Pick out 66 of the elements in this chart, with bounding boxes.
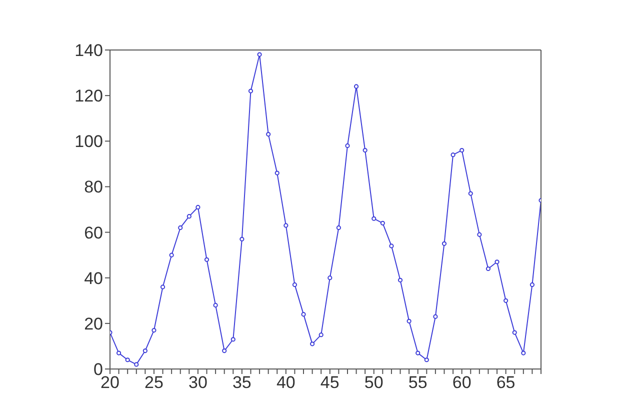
point [240,236,244,242]
point [354,84,359,89]
y-tick-label: 40 [84,268,103,288]
point [442,241,447,246]
point [196,204,200,210]
point [362,148,368,153]
point [266,132,271,137]
point [248,88,254,94]
point [213,302,218,308]
point [160,284,166,290]
point [433,314,438,319]
point [530,282,535,287]
point [169,252,174,258]
y-tick-label: 100 [74,132,103,152]
point [521,350,526,356]
point [372,216,376,221]
point [389,244,394,248]
point [142,348,148,354]
point [460,148,464,153]
point [257,52,262,57]
x-tick-label: 30 [188,373,208,392]
y-tick-label: 0 [94,360,103,380]
point [152,328,156,333]
point [406,318,412,324]
point [274,170,280,176]
x-tick-label: 65 [496,373,516,392]
x-tick-label: 20 [100,373,120,392]
x-tick-label: 45 [320,373,340,392]
x-tick-label: 40 [276,373,296,392]
point [222,348,227,354]
point [424,358,429,362]
y-tick-label: 60 [84,223,103,242]
point [468,191,473,196]
point [494,260,500,264]
point [380,220,385,226]
point [477,232,482,237]
point [204,257,210,262]
point [284,223,288,228]
point [504,298,508,303]
y-tick-label: 120 [74,86,103,106]
point [328,276,332,280]
x-tick-label: 50 [364,373,384,392]
x-tick-label: 55 [408,373,428,392]
point [178,225,183,230]
point [450,152,456,158]
point [134,362,139,367]
point [398,278,403,282]
point [230,337,236,342]
point [486,266,491,272]
x-tick-label: 60 [452,373,472,392]
y-tick-label: 140 [74,41,103,60]
point [186,214,192,219]
y-tick-label: 20 [84,314,103,334]
point [125,358,130,362]
point [116,350,122,356]
point [345,143,350,148]
x-tick-label: 35 [232,373,252,392]
point [512,330,517,335]
point [301,312,306,317]
point [318,332,324,338]
point [310,342,315,346]
point [336,225,341,230]
point [416,350,420,356]
x-tick-label: 25 [144,373,164,392]
y-tick-label: 80 [84,178,103,197]
point [292,282,298,287]
